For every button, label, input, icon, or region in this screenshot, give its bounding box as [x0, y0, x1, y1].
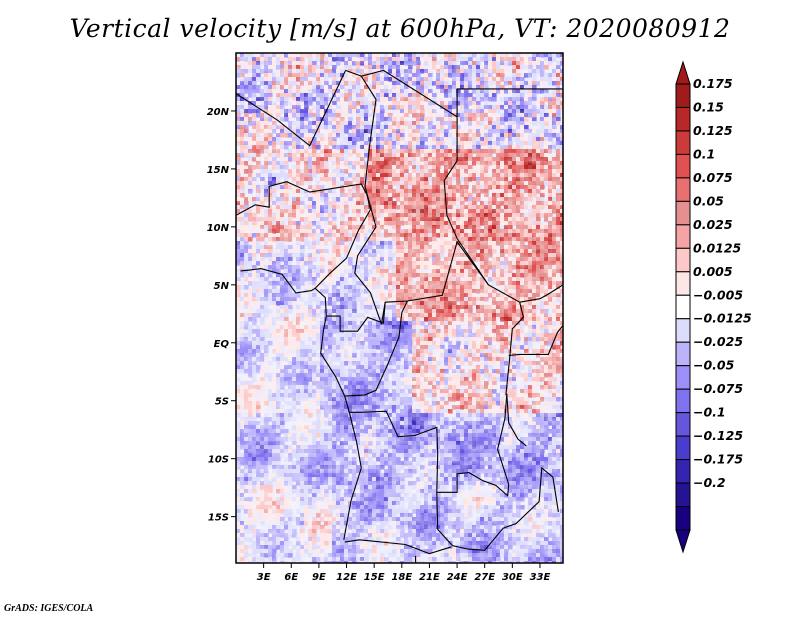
colorbar-swatch [675, 459, 691, 484]
colorbar-swatch [675, 318, 691, 343]
colorbar-swatch [675, 177, 691, 202]
colorbar-swatch [675, 247, 691, 273]
colorbar-label: 0.15 [693, 99, 724, 114]
colorbar-label: −0.125 [693, 428, 743, 443]
border-line [345, 69, 525, 395]
grads-credit: GrADS: IGES/COLA [4, 603, 94, 614]
border-line [508, 325, 563, 357]
colorbar: 0.175 0.15 0.125 0.1 0.075 0.05 0.025 0.0125 0.0… [675, 60, 752, 554]
colorbar-swatch [675, 106, 691, 132]
border-line [236, 70, 347, 147]
colorbar-swatch [675, 294, 691, 320]
lon-tick-label: 24E [447, 572, 468, 583]
colorbar-swatch [675, 482, 691, 508]
chart-title: Vertical velocity [m/s] at 600hPa, VT: 2… [69, 14, 731, 43]
colorbar-swatch [675, 224, 691, 249]
colorbar-swatch [675, 365, 691, 390]
lat-tick-label: 10S [208, 455, 229, 466]
lon-tick-label: 12E [336, 572, 357, 583]
colorbar-label: 0.125 [693, 123, 733, 138]
colorbar-swatch [675, 341, 691, 367]
country-borders [236, 69, 563, 563]
colorbar-label: −0.0125 [693, 311, 752, 326]
colorbar-label: 0.0125 [693, 240, 742, 255]
lon-tick-label: 33E [530, 572, 551, 583]
map-frame [235, 52, 564, 564]
colorbar-label: −0.1 [693, 405, 726, 420]
lat-tick-label: 5S [215, 397, 229, 408]
colorbar-bottom-arrow [675, 529, 691, 554]
colorbar-swatch [675, 153, 691, 179]
longitude-axis: 3E 6E 9E 12E 15E 18E 21E 24E 27E 30E 33E [257, 563, 551, 583]
colorbar-swatch [675, 200, 691, 226]
lat-tick-label: 10N [207, 223, 230, 234]
colorbar-label: 0.175 [693, 76, 733, 91]
colorbar-label: −0.175 [693, 452, 743, 467]
latitude-axis: 20N 15N 10N 5N EQ 5S 10S 15S [207, 107, 236, 524]
colorbar-label: −0.05 [693, 358, 735, 373]
colorbar-label: −0.005 [693, 287, 743, 302]
lat-tick-label: EQ [214, 339, 230, 350]
colorbar-label: 0.05 [693, 193, 724, 208]
colorbar-swatch [675, 388, 691, 414]
lon-tick-label: 6E [284, 572, 298, 583]
colorbar-label: 0.025 [693, 217, 733, 232]
border-line [415, 556, 417, 563]
border-line [519, 284, 563, 303]
colorbar-label: −0.075 [693, 381, 743, 396]
lat-tick-label: 15S [208, 513, 229, 524]
colorbar-label: 0.075 [693, 170, 733, 185]
lon-tick-label: 30E [502, 572, 523, 583]
colorbar-swatch [675, 435, 691, 461]
lat-tick-label: 5N [214, 281, 230, 292]
border-line [240, 268, 362, 540]
lon-tick-label: 21E [419, 572, 440, 583]
colorbar-swatch [675, 83, 691, 108]
border-line [436, 466, 559, 551]
border-line [236, 181, 372, 289]
colorbar-swatch [675, 271, 691, 296]
lon-tick-label: 9E [312, 572, 326, 583]
lat-tick-label: 20N [207, 107, 230, 118]
lon-tick-label: 18E [391, 572, 412, 583]
vertical-velocity-field [236, 53, 563, 563]
border-line [349, 393, 510, 497]
colorbar-label: −0.2 [693, 475, 726, 490]
colorbar-label: −0.025 [693, 334, 743, 349]
lon-tick-label: 15E [364, 572, 385, 583]
border-line [354, 75, 489, 325]
lat-tick-label: 15N [207, 165, 230, 176]
colorbar-swatch [675, 412, 691, 437]
colorbar-swatch [675, 506, 691, 531]
border-line [456, 88, 563, 117]
border-line [326, 302, 386, 332]
border-line [506, 393, 527, 447]
lon-tick-label: 27E [474, 572, 495, 583]
border-line [344, 300, 408, 397]
lon-tick-label: 3E [257, 572, 271, 583]
colorbar-swatch [675, 130, 691, 155]
border-line [344, 539, 452, 555]
colorbar-label: 0.005 [693, 264, 733, 279]
colorbar-top-arrow [675, 60, 691, 85]
colorbar-label: 0.1 [693, 146, 715, 161]
